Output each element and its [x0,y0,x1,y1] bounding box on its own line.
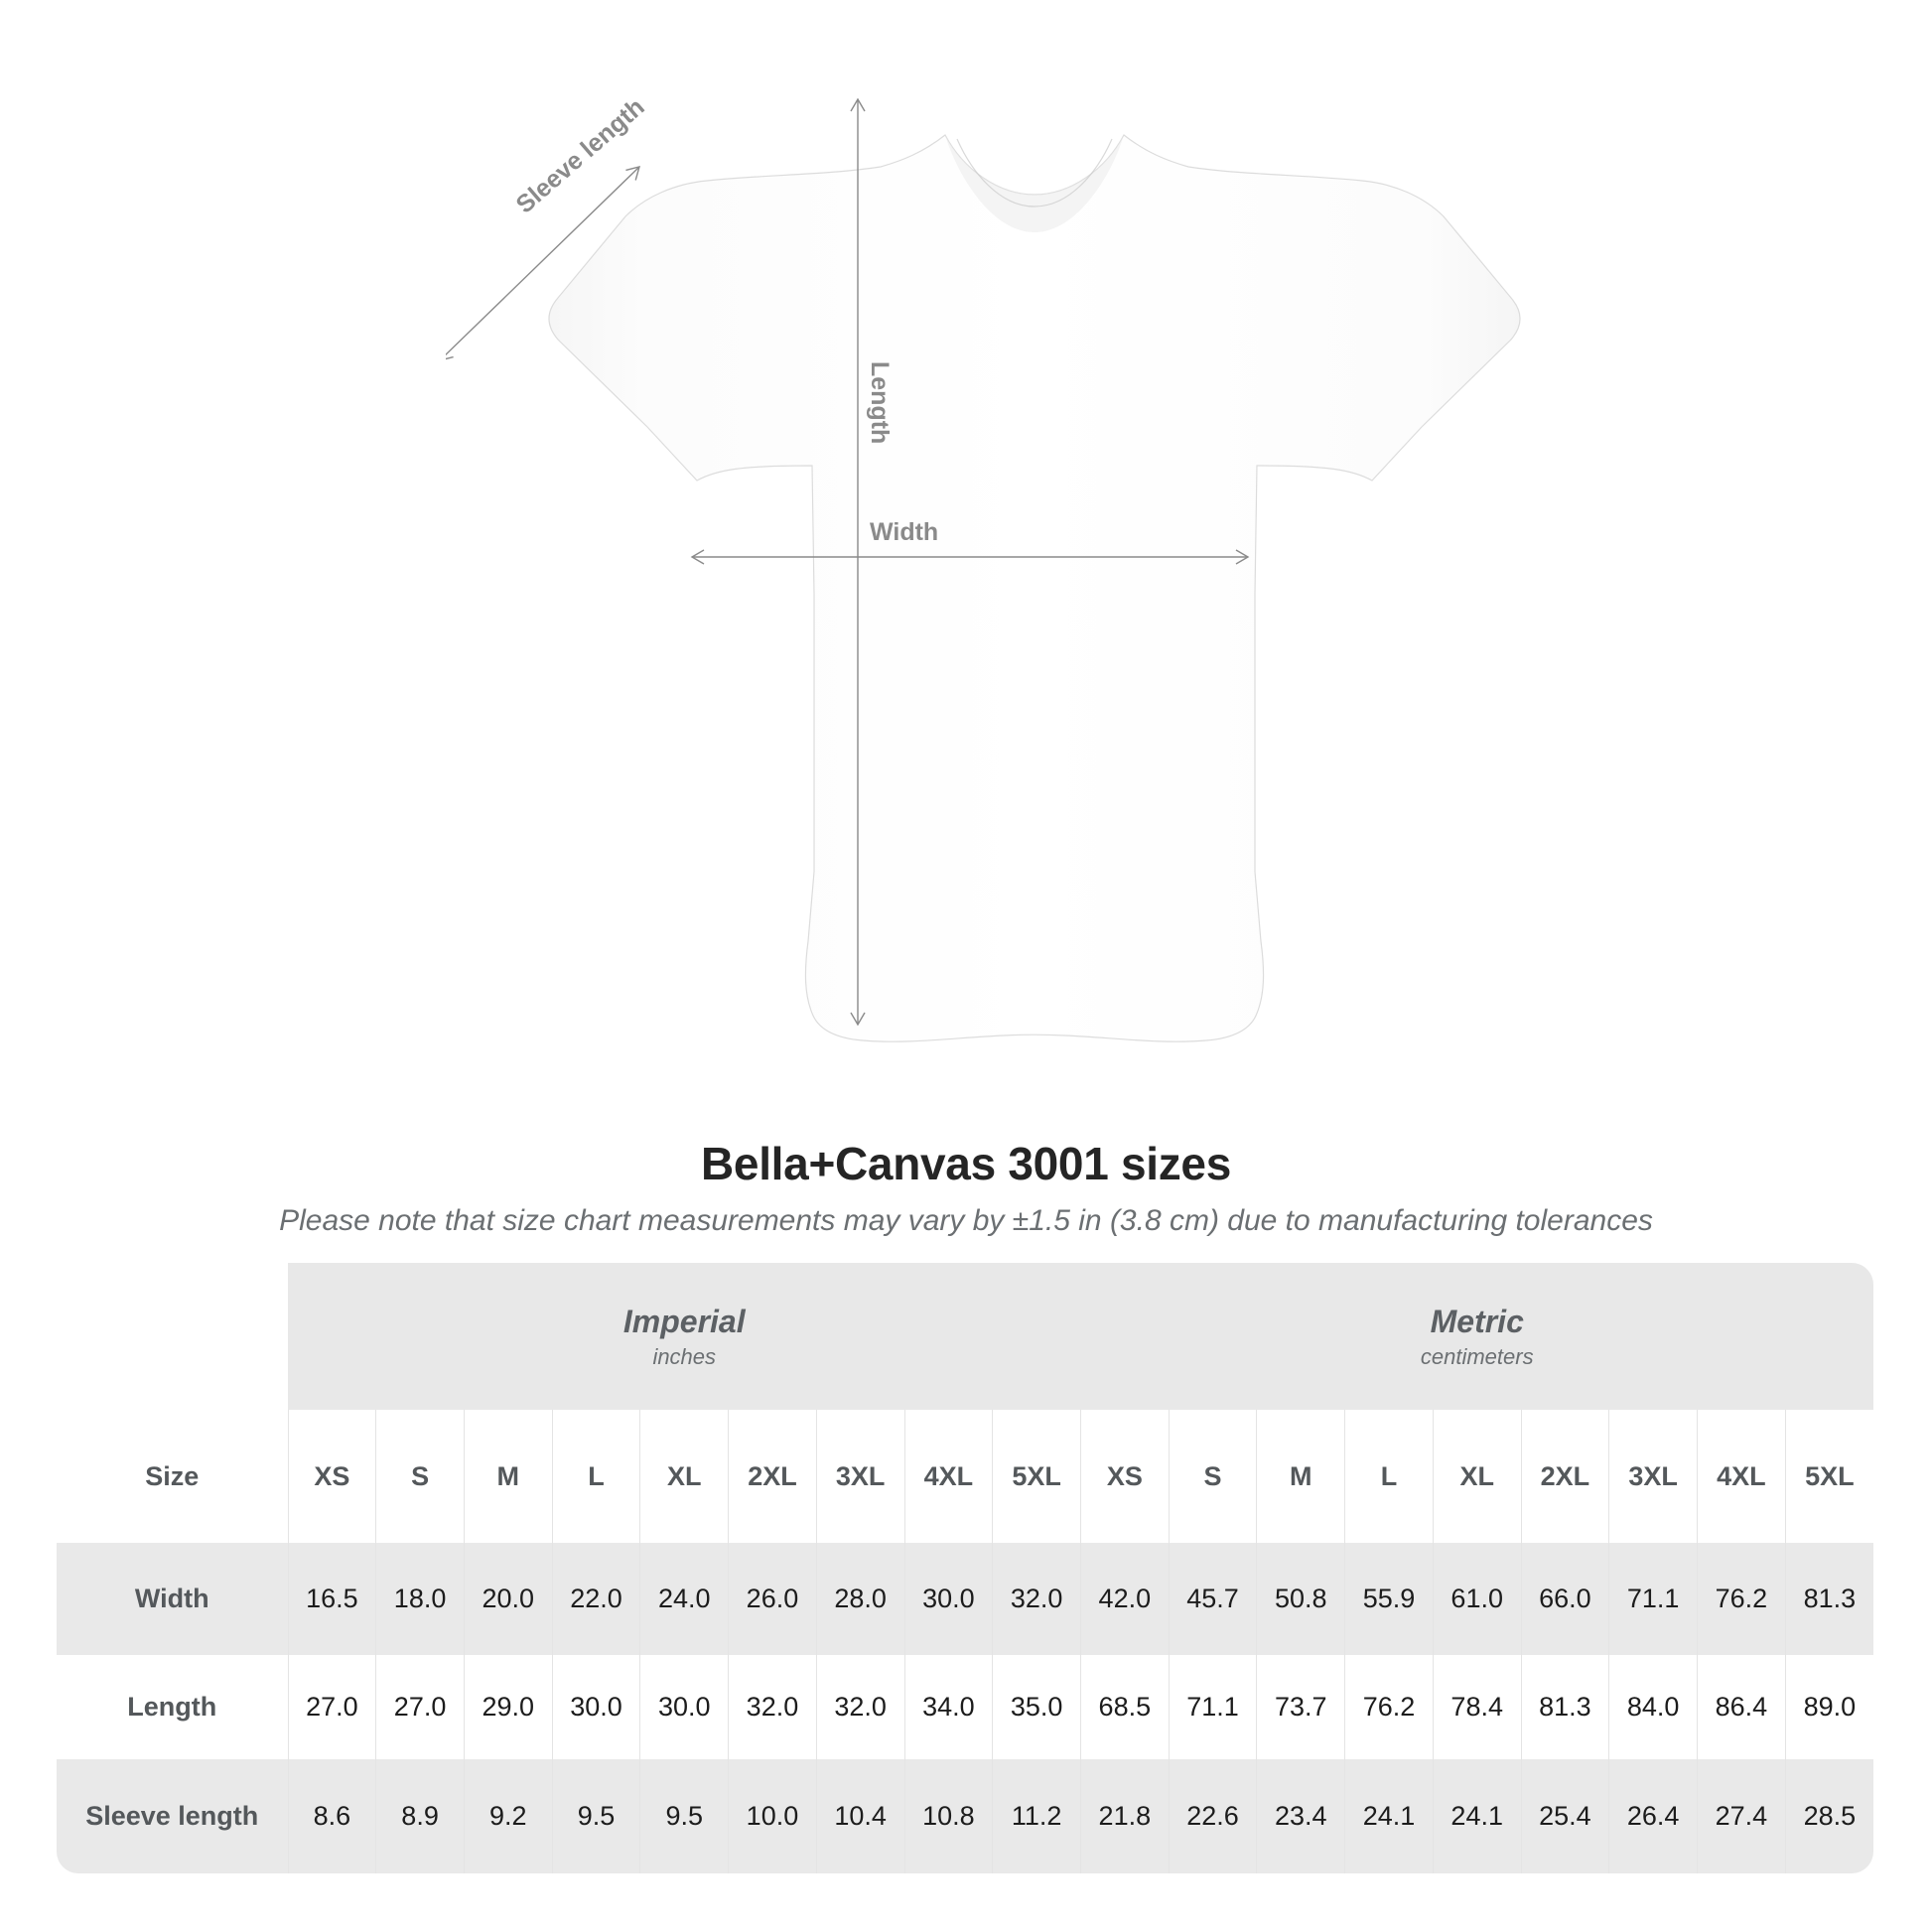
svg-text:Sleeve length: Sleeve length [511,93,650,219]
svg-text:Length: Length [866,361,894,444]
svg-text:Width: Width [870,518,938,546]
